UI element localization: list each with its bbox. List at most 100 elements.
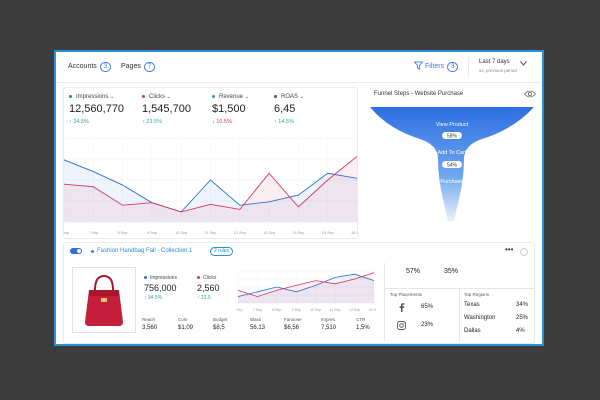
region-name: Washington bbox=[464, 315, 496, 321]
stat-value: 56,13 bbox=[250, 325, 266, 331]
x-tick-label: 13 Sep bbox=[263, 231, 275, 235]
x-tick-label: 6 Sep bbox=[64, 231, 69, 235]
top-regions-title: Top Regions bbox=[464, 292, 490, 297]
campaign-metric-clicks: Clicks 2,560 ↑ 23.5 bbox=[197, 275, 220, 301]
pages-label: Pages bbox=[121, 63, 141, 70]
metric-clicks[interactable]: Clicks ⌄ 1,545,700 ↑ 23.5% bbox=[142, 94, 191, 125]
series-dot bbox=[197, 276, 200, 280]
series-line-impressions bbox=[237, 273, 375, 297]
series-area bbox=[64, 159, 357, 222]
campaign-title[interactable]: Fashion Handbag Fall - Collection 1 bbox=[97, 248, 193, 254]
metric-value: 6,45 bbox=[274, 103, 296, 115]
campaign-toggle[interactable] bbox=[70, 248, 82, 254]
filters-button[interactable]: Filters 3 bbox=[425, 62, 459, 72]
metric-label: Revenue bbox=[219, 94, 244, 100]
accounts-count-badge: 3 bbox=[99, 62, 112, 72]
x-tick-label: 9 Sep bbox=[147, 231, 157, 235]
funnel-step-label: Add To Cart bbox=[438, 150, 467, 156]
x-tick-label: 14 Sep bbox=[292, 231, 304, 235]
pages-filter[interactable]: Pages 7 bbox=[121, 62, 156, 72]
chevron-down-icon[interactable]: ⌄ bbox=[244, 94, 249, 100]
x-tick-label: 8 Sep bbox=[272, 308, 281, 312]
x-tick-label: 11 Sep bbox=[330, 308, 341, 312]
stat-item: Budget $8,5 bbox=[213, 317, 227, 331]
funnel-title: Funnel Steps - Website Purchase bbox=[374, 91, 464, 97]
x-tick-label: 15 Sep bbox=[322, 231, 334, 235]
divider bbox=[468, 57, 469, 77]
chevron-down-icon[interactable]: ⌄ bbox=[110, 94, 115, 100]
funnel-card: Funnel Steps - Website Purchase View Pro… bbox=[364, 87, 540, 237]
x-tick-label: 7 Sep bbox=[88, 231, 98, 235]
stat-item: Fanoose $6,56 bbox=[284, 317, 302, 331]
top-bar: Accounts 3 Pages 7 Filters 3 Last 7 days vs… bbox=[56, 52, 542, 83]
stat-value: $8,5 bbox=[213, 325, 225, 331]
accounts-filter[interactable]: Accounts 3 bbox=[68, 62, 112, 72]
eye-icon[interactable] bbox=[524, 90, 536, 98]
campaign-mini-chart: 6 Sep 7 Sep 8 Sep 9 Sep 10 Sep 11 Sep 12 Sep 13… bbox=[236, 270, 376, 312]
conversion-rate: 58% bbox=[447, 134, 458, 140]
stat-value: $6,56 bbox=[284, 325, 300, 331]
metric-label: Impressions bbox=[150, 275, 177, 281]
x-tick-label: 11 Sep bbox=[205, 231, 217, 235]
chevron-down-icon[interactable]: ⌄ bbox=[299, 94, 304, 100]
stat-label: Com bbox=[178, 317, 188, 322]
funnel-step-label: Purchase bbox=[440, 179, 463, 185]
product-image bbox=[72, 267, 136, 333]
x-tick-label: 12 Sep bbox=[349, 308, 360, 312]
metric-roas[interactable]: ROAS ⌄ 6,45 ↑ 14.5% bbox=[274, 94, 304, 125]
stat-label: Budget bbox=[213, 317, 228, 322]
pages-count-badge: 7 bbox=[143, 62, 156, 72]
stat-label: Reach bbox=[142, 317, 156, 322]
stat-value: 1,5% bbox=[356, 325, 370, 331]
series-dot bbox=[142, 94, 145, 98]
stat-label: Blass bbox=[250, 317, 262, 322]
stat-item: Blass 56,13 bbox=[250, 317, 265, 331]
funnel-chart: View Product 58% Add To Cart 54% Purchas… bbox=[370, 107, 534, 221]
facebook-icon bbox=[399, 303, 405, 312]
placement-value: 65% bbox=[421, 304, 434, 310]
metric-impressions[interactable]: Impressions ⌄ 12,560,770 ↑ 34.5% bbox=[69, 94, 124, 125]
region-value: 34% bbox=[516, 302, 529, 308]
metric-value: 1,545,700 bbox=[142, 103, 191, 115]
stat-item: CTR 1,5% bbox=[356, 317, 370, 331]
stat-item: Com $1,09 bbox=[178, 317, 193, 331]
select-checkbox[interactable] bbox=[520, 248, 528, 256]
series-area bbox=[238, 272, 374, 303]
x-tick-label: 16 Sep bbox=[351, 231, 357, 235]
main-line-chart: 6 Sep 7 Sep 8 Sep 9 Sep 10 Sep 11 Sep 12 Sep 13… bbox=[64, 137, 357, 235]
metric-revenue[interactable]: Revenue ⌄ $1,500 ↓ 10.5% bbox=[212, 94, 249, 125]
stat-label: Impres. bbox=[321, 317, 337, 322]
divider bbox=[459, 288, 460, 341]
campaign-metric-impressions: Impressions 756,000 ↑ 34.5% bbox=[144, 275, 177, 301]
metric-value: 12,560,770 bbox=[69, 103, 125, 115]
metrics-card: Impressions ⌄ 12,560,770 ↑ 34.5% Clicks … bbox=[63, 87, 358, 239]
date-compare-label: vs. previous period bbox=[479, 68, 517, 73]
chevron-down-icon[interactable]: ⌄ bbox=[166, 94, 171, 100]
more-options-button[interactable]: ••• bbox=[505, 245, 514, 254]
date-range-label[interactable]: Last 7 days bbox=[479, 59, 510, 65]
handbag-icon bbox=[85, 274, 123, 326]
region-name: Texas bbox=[464, 302, 480, 308]
stat-item: Impres. 7,510 bbox=[321, 317, 336, 331]
region-name: Dallas bbox=[464, 328, 481, 334]
series-dot bbox=[144, 276, 147, 280]
series-dot bbox=[69, 94, 72, 98]
x-tick-label: 13 Sep bbox=[368, 308, 376, 312]
metric-value: 2,560 bbox=[197, 283, 220, 293]
rules-badge[interactable]: 2 rules bbox=[210, 247, 234, 256]
metric-change: ↑ 23.5 bbox=[197, 295, 211, 301]
x-tick-label: 7 Sep bbox=[253, 308, 262, 312]
x-tick-label: 8 Sep bbox=[118, 231, 128, 235]
status-dot bbox=[91, 250, 94, 253]
metric-label: Clicks bbox=[149, 94, 165, 100]
top-placements-title: Top Placements bbox=[390, 292, 423, 297]
percent-value: 35% bbox=[444, 268, 459, 275]
x-tick-label: 9 Sep bbox=[292, 308, 301, 312]
stat-label: CTR bbox=[356, 317, 366, 322]
filter-icon[interactable] bbox=[414, 61, 423, 70]
percent-value: 57% bbox=[406, 268, 421, 275]
conversion-badge bbox=[442, 161, 462, 168]
chevron-down-icon[interactable] bbox=[520, 61, 527, 66]
metric-change: ↑ 34.5% bbox=[69, 119, 89, 125]
x-tick-label: 10 Sep bbox=[310, 308, 321, 312]
